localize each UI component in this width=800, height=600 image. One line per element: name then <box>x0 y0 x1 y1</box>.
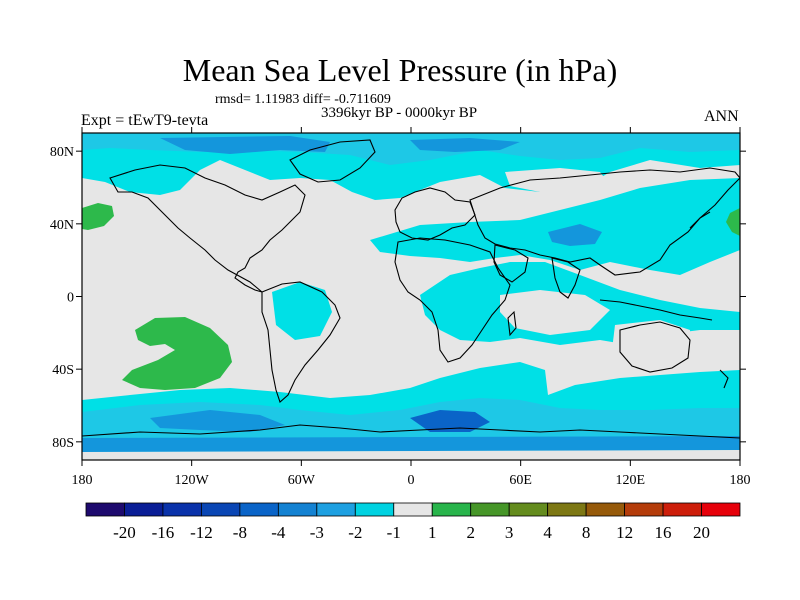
coastlines <box>82 139 740 439</box>
coast-greenland <box>289 139 376 183</box>
lat-tick-label: 80S <box>52 436 74 451</box>
longitude-axis: 180 120W 60W 0 60E 120E 180 <box>72 127 751 488</box>
colorbar-swatch <box>470 502 510 517</box>
colorbar-swatch <box>85 502 125 517</box>
coast-south-america <box>261 281 341 403</box>
coast-india <box>551 257 581 299</box>
coast-australia <box>619 321 691 373</box>
colorbar-label: 12 <box>616 523 633 542</box>
field-antarctic-neutral <box>82 450 740 460</box>
field-wpacific-positive <box>726 208 740 236</box>
lon-tick-label: 60W <box>288 473 316 488</box>
lon-tick-label: 120W <box>175 473 210 488</box>
colorbar-label: -12 <box>190 523 213 542</box>
colorbar-label: -3 <box>310 523 324 542</box>
colorbar-label: 4 <box>543 523 552 542</box>
coast-europe <box>394 187 476 241</box>
coast-africa <box>394 237 511 363</box>
colorbar-swatch <box>624 502 664 517</box>
colorbar-swatch <box>354 502 395 517</box>
colorbar-swatch <box>201 502 241 517</box>
latitude-axis: 80N 40N 0 40S 80S <box>50 145 746 451</box>
colorbar-swatch <box>316 502 356 517</box>
chart-title: Mean Sea Level Pressure (in hPa) <box>182 52 618 88</box>
colorbar-swatch <box>547 502 587 517</box>
lat-tick-label: 40S <box>52 363 74 378</box>
season-label: ANN <box>704 108 739 125</box>
lat-tick-label: 80N <box>50 145 74 160</box>
period-text: 3396kyr BP - 0000kyr BP <box>321 105 478 121</box>
lon-tick-label: 60E <box>509 473 532 488</box>
colorbar-swatch <box>508 502 549 517</box>
field-greenland-minus3 <box>160 136 330 154</box>
lon-tick-label: 0 <box>408 473 415 488</box>
field-samerica-negative <box>272 282 332 340</box>
field-eurasia-minus3 <box>410 138 520 152</box>
colorbar-label: -1 <box>387 523 401 542</box>
colorbar-label: -20 <box>113 523 136 542</box>
field-siberia-neutral <box>505 168 610 192</box>
colorbar-label: 1 <box>428 523 437 542</box>
statistics-text: rmsd= 1.11983 diff= -0.711609 <box>215 92 391 107</box>
lat-tick-label: 40N <box>50 218 74 233</box>
field-indian-neutral <box>500 290 610 335</box>
colorbar-label: 8 <box>582 523 591 542</box>
coast-north-america <box>109 164 306 293</box>
colorbar-label: -2 <box>348 523 362 542</box>
colorbar-label: 16 <box>655 523 672 542</box>
coast-japan <box>689 211 711 229</box>
colorbar-swatch <box>124 502 164 517</box>
coast-arabia <box>493 244 529 283</box>
colorbar-swatch <box>701 502 741 517</box>
colorbar-swatch <box>585 502 625 517</box>
coast-asia <box>469 167 740 276</box>
coast-antarctica <box>82 424 740 439</box>
colorbar-swatch <box>662 502 702 517</box>
field-asia-negative <box>370 178 740 275</box>
field-spacific-positive <box>122 317 232 390</box>
field-southern-minus3 <box>150 410 285 432</box>
colorbar-swatch <box>393 502 433 517</box>
colorbar-label: 2 <box>466 523 475 542</box>
colorbar-swatch <box>239 502 279 517</box>
lon-tick-label: 120E <box>616 473 646 488</box>
colorbar-label: 20 <box>693 523 710 542</box>
field-npacific-positive <box>82 203 114 230</box>
experiment-label: Expt = tEwT9-tevta <box>81 112 209 129</box>
colorbar-swatch <box>162 502 202 517</box>
coast-indonesia <box>599 299 713 321</box>
field-antarctic-minus4 <box>410 410 490 432</box>
lon-tick-label: 180 <box>730 473 751 488</box>
colorbar-label: -16 <box>152 523 175 542</box>
field-tibet-minus3 <box>548 224 602 246</box>
colorbar: -20 -16 -12 -8 -4 -3 -2 -1 1 2 3 4 8 12 16 20 <box>85 502 741 542</box>
colorbar-label: -8 <box>233 523 247 542</box>
colorbar-label: -4 <box>271 523 286 542</box>
lat-tick-label: 0 <box>67 291 74 306</box>
coast-new-zealand <box>719 369 729 389</box>
coast-madagascar <box>507 310 517 337</box>
colorbar-label: 3 <box>505 523 514 542</box>
lon-tick-label: 180 <box>72 473 93 488</box>
field-antarctic-minus3b <box>82 436 740 452</box>
field-australia-neutral <box>612 320 690 372</box>
colorbar-swatch <box>431 502 472 517</box>
colorbar-swatch <box>277 502 318 517</box>
map-field <box>82 133 740 460</box>
